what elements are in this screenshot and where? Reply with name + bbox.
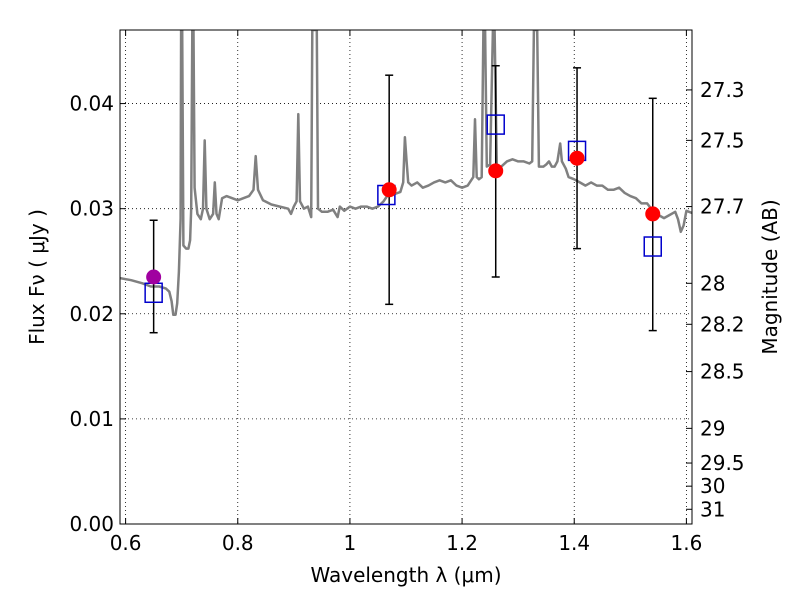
y-tick-label: 0.03 [69, 197, 114, 221]
spectrum-line [120, 30, 692, 317]
y2-tick-label: 28 [700, 271, 725, 295]
y2-tick-label: 29 [700, 416, 725, 440]
y-tick-label: 0.00 [69, 512, 114, 536]
x-tick-label: 1 [344, 531, 357, 555]
grid-lines [120, 30, 692, 524]
y-axis-title: Flux Fν ( μJy ) [25, 209, 49, 345]
observed-point [569, 150, 585, 166]
y2-tick-label: 30 [700, 474, 725, 498]
x-tick-label: 0.6 [110, 531, 142, 555]
axis-ticks: 0.6 0.8 1 1.2 1.4 1.6 0.00 0.01 0.02 0.03 0.04 27.3… [69, 30, 745, 555]
observed-point [381, 182, 397, 198]
y2-tick-label: 31 [700, 497, 725, 521]
y2-tick-label: 28.2 [700, 312, 745, 336]
observed-point [146, 269, 162, 285]
observed-point [645, 206, 661, 222]
y-tick-label: 0.01 [69, 407, 114, 431]
y-tick-label: 0.04 [69, 92, 114, 116]
data-points [144, 114, 662, 304]
x-tick-label: 0.8 [222, 531, 254, 555]
y2-tick-label: 27.3 [700, 78, 745, 102]
y2-tick-label: 28.5 [700, 360, 745, 384]
model-square [643, 236, 662, 257]
y2-tick-label: 27.5 [700, 128, 745, 152]
x-axis-title: Wavelength λ (μm) [310, 563, 501, 587]
y2-tick-label: 27.7 [700, 195, 745, 219]
y2-axis-title: Magnitude (AB) [758, 199, 782, 354]
model-square [486, 114, 505, 135]
error-bars [149, 64, 657, 334]
y-tick-label: 0.02 [69, 302, 114, 326]
model-spectrum [120, 30, 692, 317]
x-tick-label: 1.2 [446, 531, 478, 555]
y2-tick-label: 29.5 [700, 451, 745, 475]
x-tick-label: 1.4 [558, 531, 590, 555]
x-tick-label: 1.6 [670, 531, 702, 555]
plot-frame [119, 29, 693, 525]
observed-point [488, 163, 504, 179]
